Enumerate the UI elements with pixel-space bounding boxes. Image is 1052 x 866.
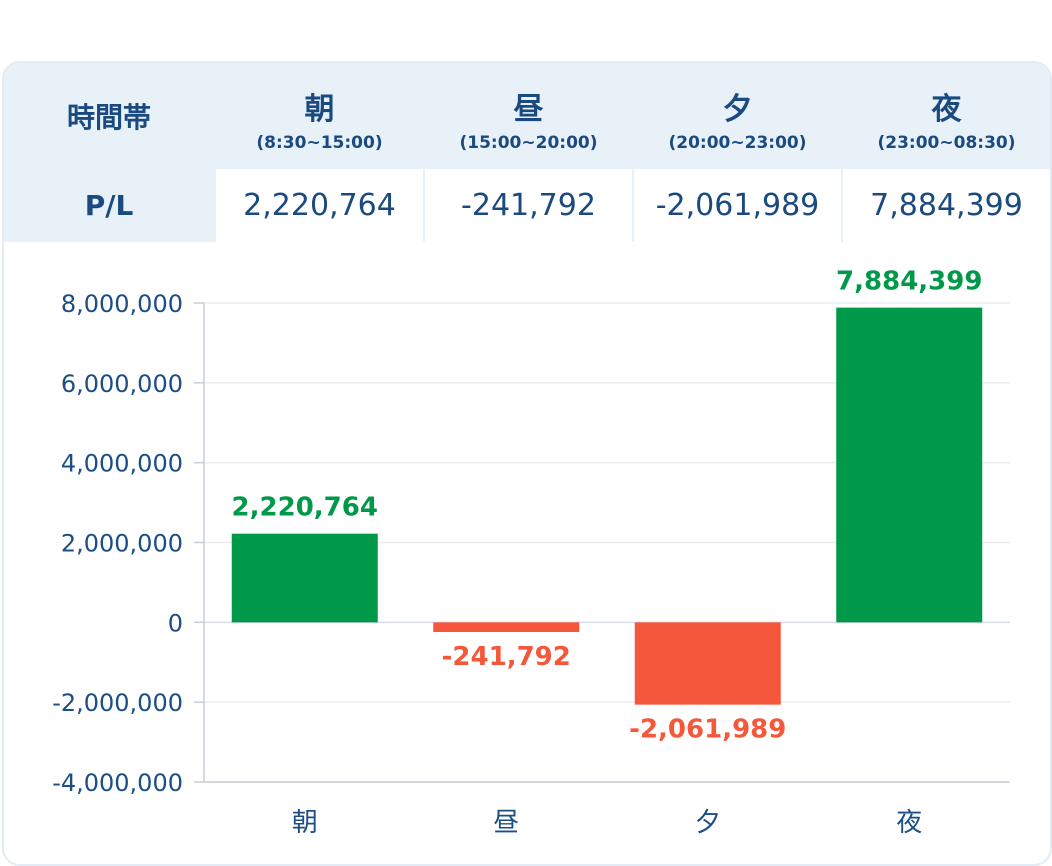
bar-value-label: 7,884,399 <box>836 267 982 297</box>
bar-value-label: 2,220,764 <box>232 493 378 523</box>
bar-value-label: -241,792 <box>442 642 571 672</box>
y-tick-label: 8,000,000 <box>61 290 183 318</box>
x-tick-label: 朝 <box>292 808 318 838</box>
column-range: (23:00~08:30) <box>877 133 1016 153</box>
corner-label: 時間帯 <box>66 101 151 134</box>
pl-value-evening: -2,061,989 <box>634 169 841 242</box>
column-header-evening: 夕 (20:00~23:00) <box>634 83 841 163</box>
bar-0 <box>231 533 378 623</box>
y-tick-label: 0 <box>168 609 183 637</box>
bar-1 <box>433 622 580 632</box>
bar-3 <box>836 307 983 623</box>
column-name: 夕 <box>722 92 753 127</box>
pl-value-night: 7,884,399 <box>843 169 1050 242</box>
column-name: 昼 <box>513 92 544 127</box>
column-range: (20:00~23:00) <box>668 133 807 153</box>
y-tick-label: 4,000,000 <box>61 450 183 478</box>
bar-2 <box>634 622 781 705</box>
x-tick-label: 昼 <box>493 808 519 838</box>
column-header-night: 夜 (23:00~08:30) <box>843 83 1050 163</box>
y-tick-label: -4,000,000 <box>52 769 183 797</box>
y-tick-label: -2,000,000 <box>52 689 183 717</box>
row-label-pl: P/L <box>84 189 134 222</box>
column-name: 朝 <box>304 92 335 127</box>
column-header-morning: 朝 (8:30~15:00) <box>216 83 423 163</box>
x-tick-label: 夕 <box>695 808 721 838</box>
column-range: (8:30~15:00) <box>256 133 383 153</box>
y-tick-label: 2,000,000 <box>61 530 183 558</box>
bar-value-label: -2,061,989 <box>629 715 786 745</box>
y-tick-label: 6,000,000 <box>61 370 183 398</box>
x-tick-label: 夜 <box>896 808 922 838</box>
column-range: (15:00~20:00) <box>459 133 598 153</box>
pl-value-noon: -241,792 <box>425 169 632 242</box>
pl-table-header: 時間帯 朝 (8:30~15:00) 昼 (15:00~20:00) 夕 (20… <box>4 63 1050 242</box>
column-header-noon: 昼 (15:00~20:00) <box>425 83 632 163</box>
pl-value-morning: 2,220,764 <box>216 169 423 242</box>
column-name: 夜 <box>931 92 962 127</box>
